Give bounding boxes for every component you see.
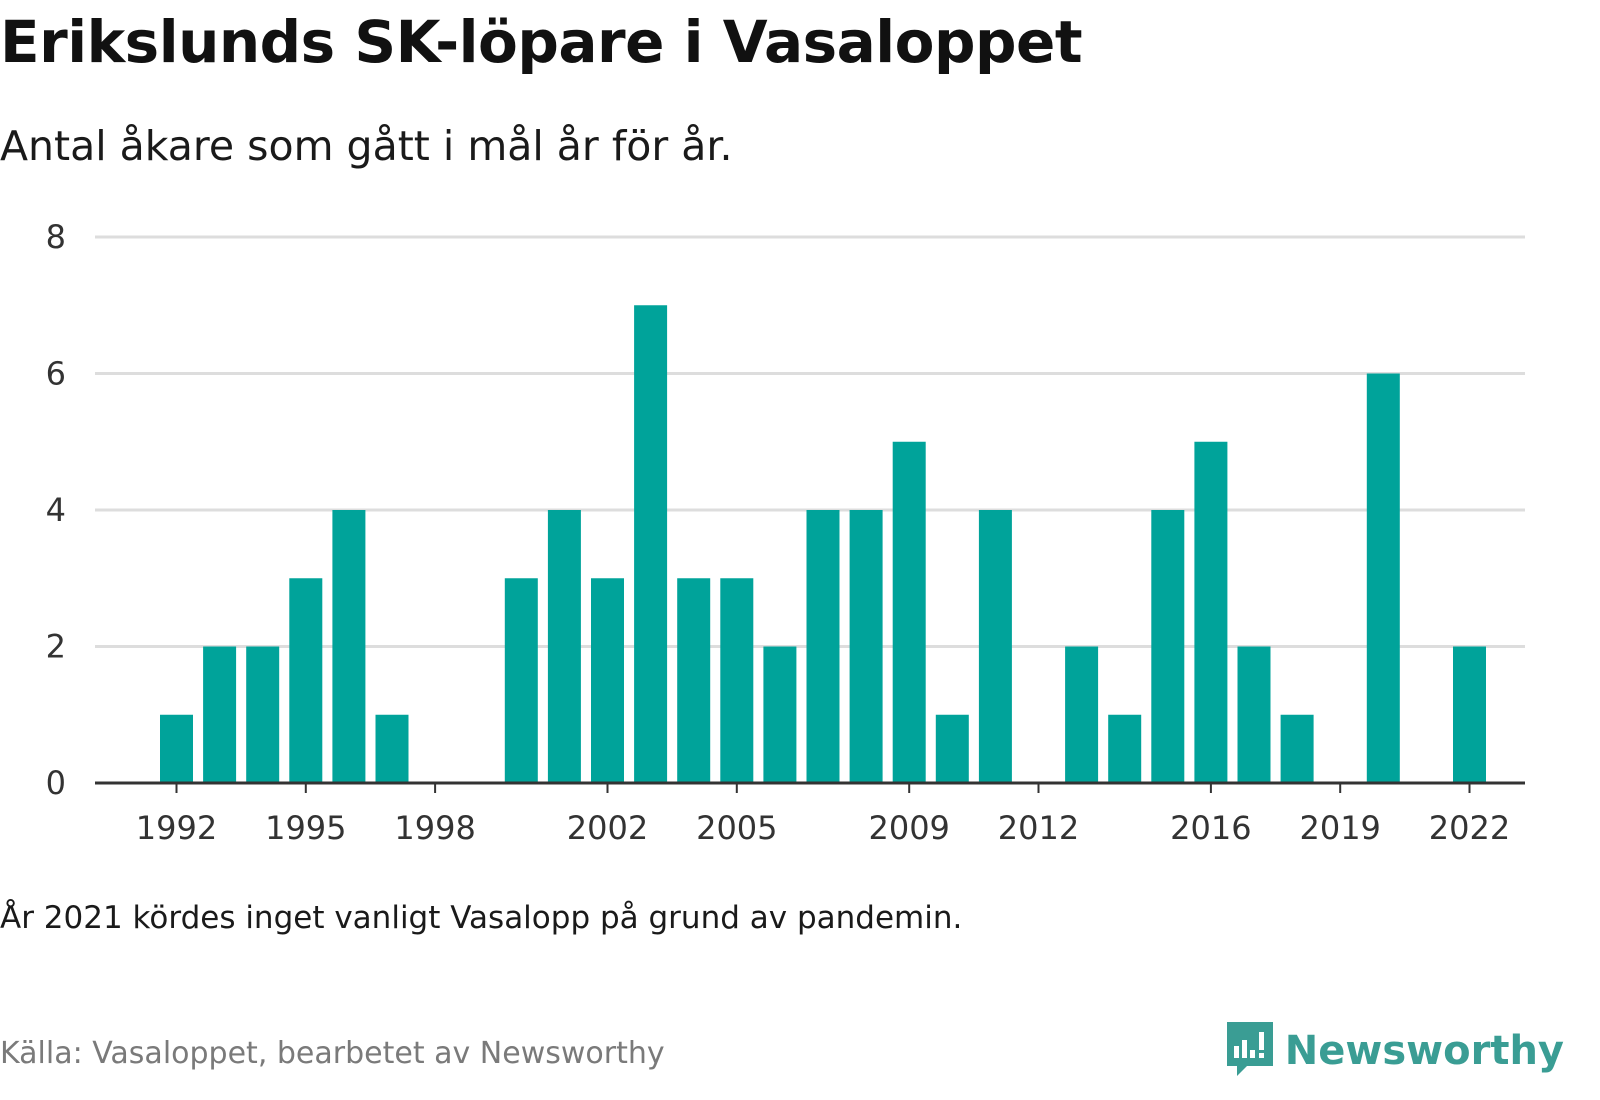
bar bbox=[1453, 646, 1486, 783]
y-axis-ticks: 0 2 4 6 8 bbox=[46, 218, 66, 802]
bar bbox=[1237, 646, 1271, 783]
brand-name: Newsworthy bbox=[1284, 1028, 1564, 1074]
bar bbox=[591, 578, 624, 783]
bar bbox=[1151, 510, 1185, 783]
bar bbox=[504, 578, 538, 783]
y-tick-label: 8 bbox=[46, 218, 66, 256]
bar bbox=[978, 510, 1012, 783]
footnote: År 2021 kördes inget vanligt Vasalopp på… bbox=[0, 900, 963, 936]
y-tick-label: 2 bbox=[46, 628, 66, 666]
bar bbox=[1194, 441, 1228, 783]
bar bbox=[547, 510, 581, 783]
bar bbox=[375, 714, 409, 783]
bar bbox=[203, 646, 237, 783]
chart-subtitle: Antal åkare som gått i mål år för år. bbox=[0, 122, 733, 170]
x-tick-label: 2002 bbox=[567, 809, 648, 847]
bar bbox=[935, 714, 969, 783]
bar bbox=[332, 510, 366, 783]
x-tick-label: 2019 bbox=[1299, 809, 1380, 847]
bar bbox=[1065, 646, 1099, 783]
bar bbox=[849, 510, 883, 783]
bar bbox=[634, 305, 668, 783]
bar bbox=[763, 646, 797, 783]
x-tick-label: 1998 bbox=[394, 809, 475, 847]
newsworthy-logo-icon bbox=[1225, 1020, 1275, 1082]
bar-chart: 0 2 4 6 8 1992 1995 1998 2002 2005 2009 2012 2016 20… bbox=[46, 218, 1525, 847]
x-tick-label: 2009 bbox=[868, 809, 949, 847]
bar bbox=[720, 578, 754, 783]
y-tick-label: 6 bbox=[46, 355, 66, 393]
bar bbox=[246, 646, 280, 783]
x-tick-label: 2012 bbox=[998, 809, 1079, 847]
x-tick-label: 2005 bbox=[696, 809, 777, 847]
brand-logo: Newsworthy bbox=[1225, 1020, 1564, 1082]
bar bbox=[160, 714, 193, 783]
bar bbox=[892, 441, 926, 783]
y-tick-label: 0 bbox=[46, 764, 66, 802]
bar bbox=[1366, 373, 1400, 783]
bars bbox=[160, 305, 1486, 783]
bar bbox=[1280, 714, 1314, 783]
bar bbox=[806, 510, 840, 783]
y-tick-label: 4 bbox=[46, 491, 66, 529]
chart-title: Erikslunds SK-löpare i Vasaloppet bbox=[0, 8, 1083, 76]
x-tick-label: 2022 bbox=[1429, 809, 1510, 847]
x-axis-ticks: 1992 1995 1998 2002 2005 2009 2012 2016 2019 2022 bbox=[136, 783, 1510, 847]
source-credit: Källa: Vasaloppet, bearbetet av Newswort… bbox=[0, 1036, 665, 1071]
bar bbox=[677, 578, 711, 783]
x-tick-label: 1995 bbox=[265, 809, 346, 847]
bar bbox=[289, 578, 323, 783]
x-tick-label: 1992 bbox=[136, 809, 217, 847]
x-tick-label: 2016 bbox=[1170, 809, 1251, 847]
bar bbox=[1108, 714, 1142, 783]
